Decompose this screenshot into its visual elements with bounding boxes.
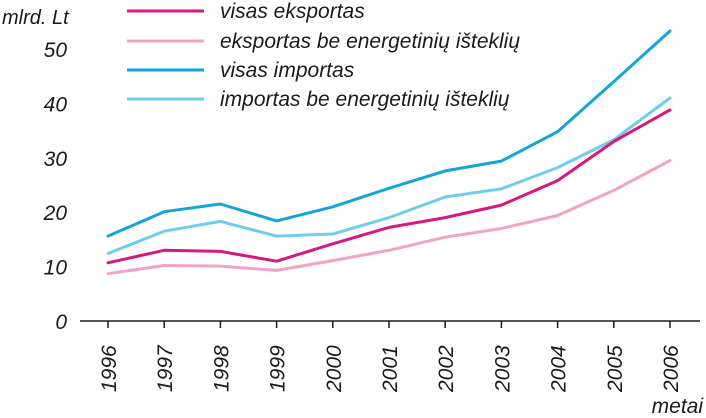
- legend-label: visas eksportas: [220, 0, 365, 23]
- y-axis-ticks: 0 10 20 30 40 50: [43, 39, 68, 334]
- x-tick-label: 1997: [154, 344, 177, 392]
- x-tick-label: 2006: [660, 345, 683, 393]
- x-axis-ticks: 1996 1997 1998 1999 2000 2001 2002 2003 2004 2005…: [98, 321, 683, 393]
- series-line-3: [106, 29, 672, 238]
- y-tick-label: 10: [44, 257, 68, 280]
- x-tick-label: 1996: [98, 345, 121, 392]
- x-tick-label: 2001: [379, 345, 402, 393]
- series-lines: [106, 29, 672, 276]
- x-tick-label: 2000: [323, 345, 346, 393]
- x-tick-label: 1998: [210, 345, 233, 392]
- y-tick-label: 20: [43, 202, 68, 225]
- series-line-1: [106, 108, 672, 265]
- legend-label: importas be energetinių išteklių: [220, 88, 510, 111]
- legend-label: visas importas: [220, 59, 355, 82]
- x-tick-label: 2002: [435, 345, 458, 393]
- series-line-4: [106, 96, 672, 255]
- x-tick-label: 1999: [267, 345, 290, 392]
- y-axis-label: mlrd. Lt: [2, 7, 70, 29]
- y-tick-label: 30: [44, 148, 68, 171]
- x-axis-label: metai: [652, 395, 705, 418]
- legend-label: eksportas be energetinių išteklių: [220, 30, 520, 53]
- y-tick-label: 0: [55, 311, 67, 334]
- legend: visas eksportas eksportas be energetinių …: [127, 0, 520, 111]
- series-line-2: [106, 159, 672, 276]
- x-tick-label: 2004: [548, 345, 571, 393]
- x-tick-label: 2005: [604, 345, 627, 393]
- y-tick-label: 50: [44, 39, 68, 62]
- y-tick-label: 40: [44, 93, 68, 116]
- x-tick-label: 2003: [491, 345, 514, 393]
